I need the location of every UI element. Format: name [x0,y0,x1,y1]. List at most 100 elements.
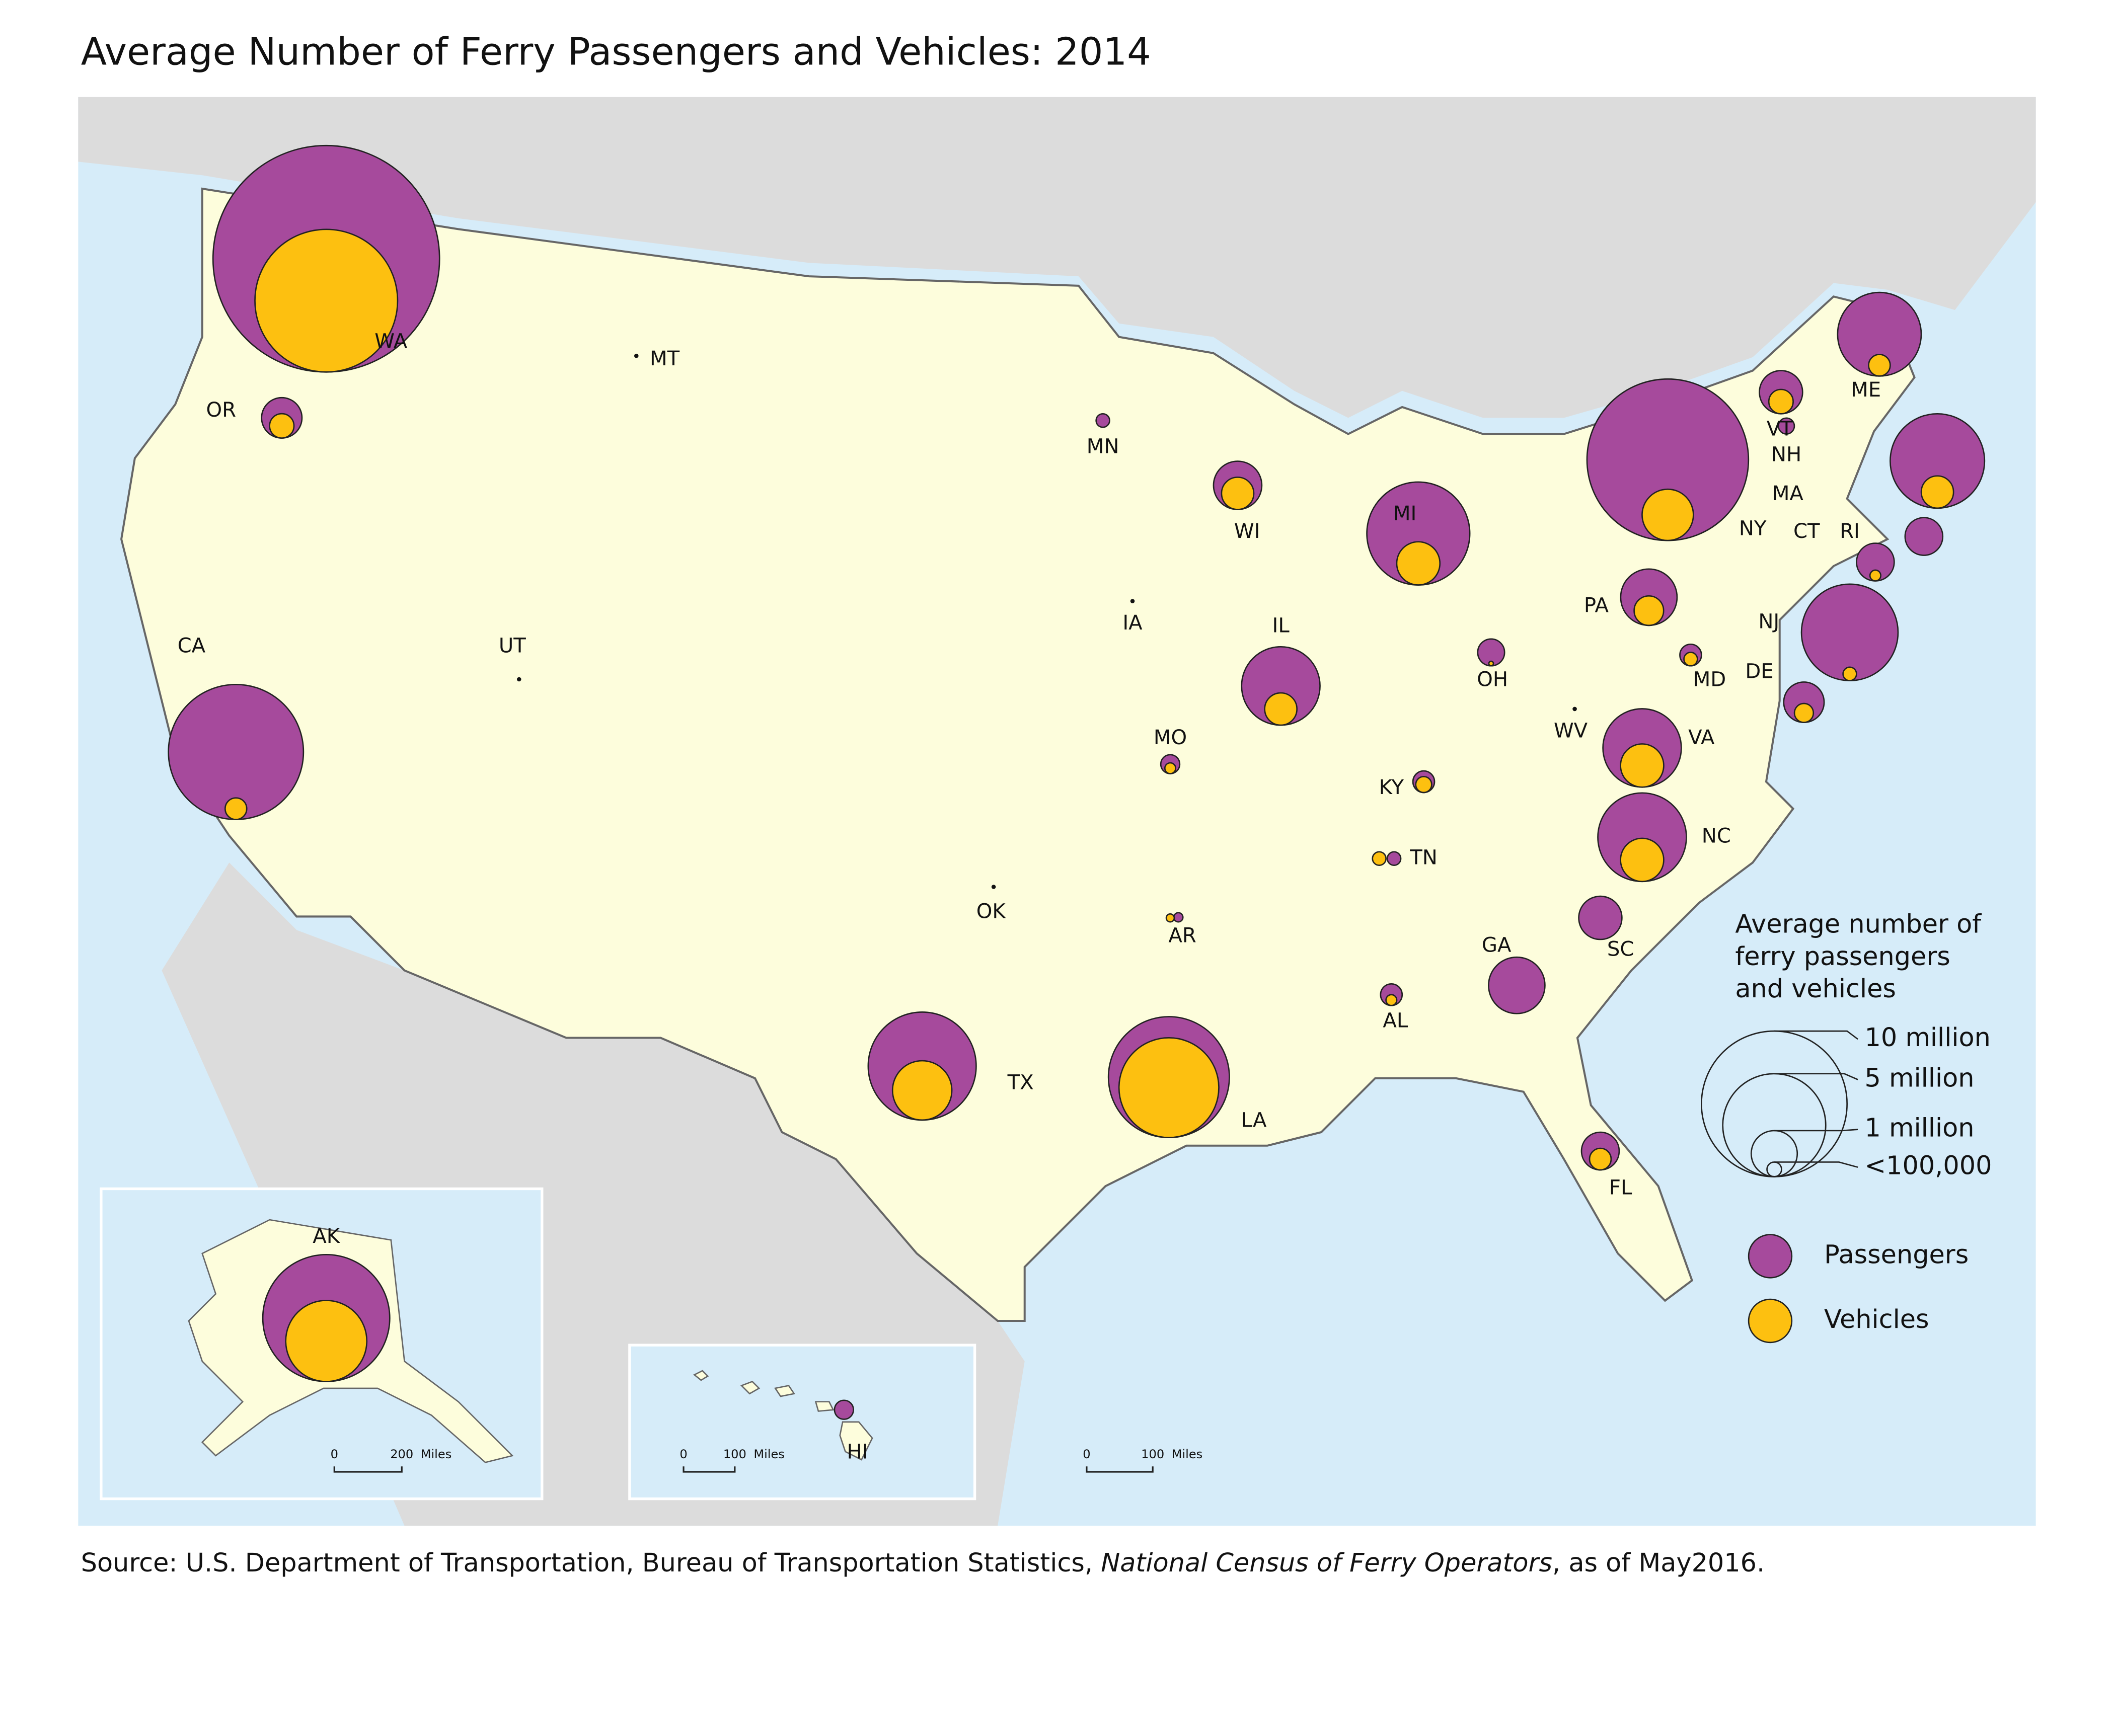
state-label: WA [374,330,408,353]
state-label: OH [1477,668,1508,691]
vehicle-circle [1920,475,1954,509]
passenger-circle [1488,956,1546,1014]
vehicle-circle [1164,762,1177,774]
state-label: ME [1851,378,1881,402]
vehicle-circle [1620,837,1665,883]
state-label: MI [1393,502,1417,525]
state-label: SC [1607,937,1634,961]
vehicle-circle [1683,652,1698,667]
state-label: PA [1584,594,1609,617]
scale-zero: 0 [680,1447,687,1461]
legend-title: Average number of [1735,910,1982,939]
legend-leader [1774,1073,1858,1080]
vehicle-circle [1868,354,1891,377]
vehicle-circle [891,1060,953,1121]
scale-unit: Miles [1172,1447,1203,1461]
vehicle-circle [285,1300,368,1382]
state-label: MT [650,347,680,370]
passenger-dot [991,885,996,889]
vehicle-circle [1633,595,1665,626]
state-label: DE [1745,660,1773,683]
vehicle-circle [224,797,248,820]
state-label: LA [1241,1109,1267,1132]
legend-label: Passengers [1824,1240,1969,1270]
passenger-dot [1130,599,1135,603]
state-label: TX [1007,1071,1034,1094]
vehicle-circle [269,413,295,439]
state-label: OR [206,399,237,422]
chart-title: Average Number of Ferry Passengers and V… [81,30,1151,74]
passenger-circle [1777,417,1795,435]
legend-swatch [1748,1234,1793,1279]
scale-unit: Miles [421,1447,452,1461]
passenger-dot [634,353,639,358]
passenger-circle [1095,413,1110,428]
legend-size-label: 5 million [1864,1064,1974,1093]
vehicle-circle [1620,743,1665,788]
state-label: WV [1554,719,1588,742]
vehicle-circle [1768,388,1794,415]
vehicle-circle [254,228,399,373]
legend-swatch [1748,1298,1793,1344]
source-suffix: , as of May2016. [1552,1548,1765,1578]
contiguous-us [120,187,1916,1322]
scale-distance: 200 [390,1447,413,1461]
hawaii [693,1370,873,1461]
state-label: VT [1767,417,1793,440]
scale-zero: 0 [331,1447,338,1461]
passenger-circle [1578,895,1623,940]
vehicle-circle [1165,913,1175,923]
scale-zero: 0 [1083,1447,1090,1461]
legend-title: ferry passengers [1735,942,1950,972]
state-label: KY [1379,776,1404,799]
state-label: FL [1609,1176,1632,1200]
vehicle-circle [1415,775,1432,794]
vehicle-circle [1372,851,1387,866]
passenger-circle [834,1399,854,1420]
source-prefix: Source: U.S. Department of Transportatio… [81,1548,1101,1578]
vehicle-circle [1589,1147,1612,1171]
passenger-circle [1173,912,1184,923]
state-label: GA [1482,933,1512,957]
vehicle-circle [1488,660,1494,667]
scale-distance: 100 [723,1447,746,1461]
vehicle-circle [1264,692,1298,726]
state-label: NJ [1758,610,1779,634]
vehicle-circle [1221,477,1255,510]
passenger-dot [516,677,521,682]
state-label: NH [1771,443,1801,466]
vehicle-circle [1385,994,1398,1006]
state-label: VA [1688,726,1715,749]
state-label: NC [1702,824,1731,847]
source-italic: National Census of Ferry Operators [1101,1548,1552,1578]
vehicle-circle [1869,569,1881,582]
state-label: OK [976,900,1007,923]
state-label: MD [1693,668,1726,691]
state-label: IA [1122,611,1143,635]
inset-frame [628,1344,976,1501]
state-label: CA [178,635,206,658]
state-label: MN [1087,435,1119,458]
vehicle-circle [1793,702,1815,724]
scale-unit: Miles [753,1447,785,1461]
state-label: MA [1772,482,1804,505]
legend-label: Vehicles [1824,1305,1929,1334]
state-label: AL [1383,1009,1408,1032]
state-label: HI [847,1441,868,1464]
state-label: TN [1409,846,1438,869]
vehicle-circle [1118,1037,1220,1139]
canada [78,97,2036,418]
state-label: AK [313,1225,340,1248]
vehicle-circle [1641,488,1694,541]
inset-hawaii [628,1344,976,1501]
scale-bar [333,1466,403,1473]
legend-title: and vehicles [1735,974,1896,1004]
state-label: NY [1739,517,1767,540]
state-label: RI [1840,520,1860,543]
passenger-dot [1572,706,1577,712]
scale-bar [683,1466,736,1473]
source: Source: U.S. Department of Transportatio… [81,1548,1765,1578]
